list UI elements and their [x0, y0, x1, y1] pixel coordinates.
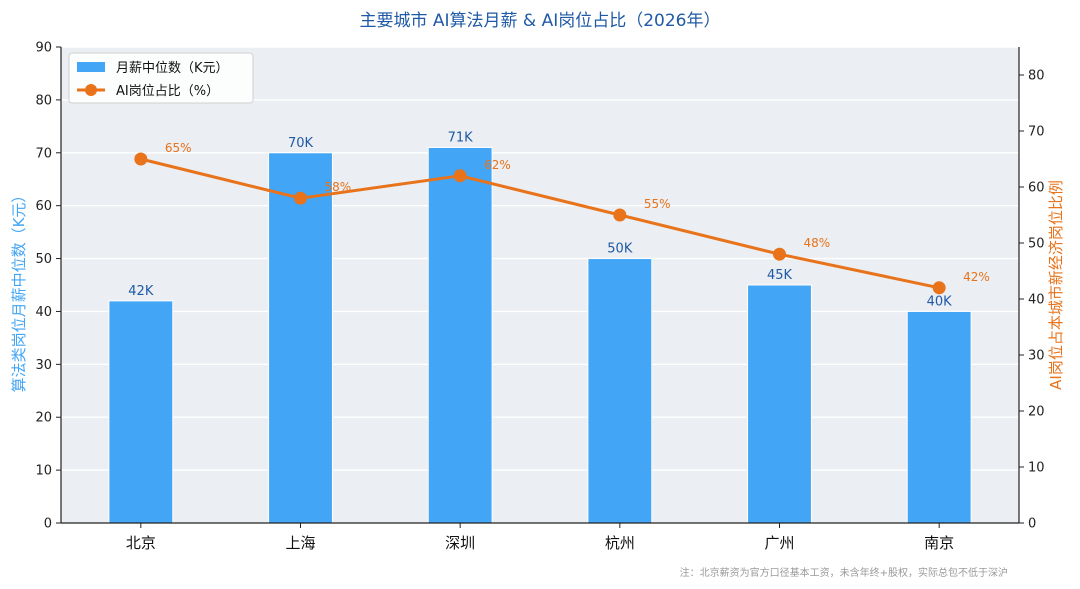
line-data-labels: 65% 58% 62% 55% 48% 42%: [165, 141, 990, 284]
legend-bar-swatch: [77, 62, 105, 72]
left-tick-label: 50: [35, 252, 52, 267]
category-label: 南京: [924, 534, 954, 552]
bar: [268, 152, 333, 524]
category-label: 广州: [764, 534, 794, 552]
y-axis-left-label: 算法类岗位月薪中位数（K元）: [10, 188, 28, 393]
left-tick-label: 20: [35, 411, 52, 426]
legend: 月薪中位数（K元） AI岗位占比（%）: [68, 52, 254, 104]
line-series: [134, 152, 946, 295]
left-tick-label: 40: [35, 305, 52, 320]
bar-value-label: 71K: [448, 130, 474, 145]
line-value-label: 55%: [644, 197, 671, 211]
left-tick-label: 10: [35, 464, 52, 479]
line-value-label: 58%: [325, 180, 352, 194]
legend-line-label: AI岗位占比（%）: [116, 84, 219, 99]
bar: [427, 146, 493, 524]
left-tick-label: 90: [35, 41, 52, 56]
line-value-label: 65%: [165, 141, 192, 155]
gridlines: [61, 46, 1019, 471]
left-tick-label: 60: [35, 199, 52, 214]
line-point: [932, 281, 946, 295]
left-axis-ticks: 0 10 20 30 40 50 60 70 80 90: [35, 41, 61, 532]
category-axis-ticks: 北京 上海 深圳 杭州 广州 南京: [126, 523, 954, 552]
left-tick-label: 80: [35, 93, 52, 108]
line-path: [140, 157, 940, 290]
line-point: [773, 247, 786, 261]
line-value-label: 62%: [484, 158, 511, 172]
left-tick-label: 0: [44, 517, 52, 532]
plot-background: [61, 47, 1019, 523]
bar: [108, 300, 174, 524]
right-tick-label: 40: [1028, 293, 1045, 308]
right-tick-label: 10: [1028, 461, 1045, 476]
legend-box: [68, 52, 254, 104]
y-axis-right-label: AI岗位占本城市新经济岗位比例: [1047, 180, 1065, 390]
bar-value-label: 40K: [927, 294, 953, 309]
bar-value-label: 50K: [607, 242, 633, 257]
line-point: [453, 169, 467, 183]
right-tick-label: 70: [1028, 125, 1045, 140]
legend-line-marker: [85, 84, 97, 96]
right-tick-label: 0: [1028, 517, 1036, 532]
line-point: [294, 191, 307, 205]
bar: [747, 284, 812, 524]
category-label: 北京: [126, 534, 156, 552]
category-label: 上海: [285, 534, 315, 552]
bar-value-label: 42K: [128, 284, 154, 299]
line-value-label: 42%: [963, 270, 990, 284]
bar: [587, 258, 653, 524]
right-tick-label: 20: [1028, 405, 1045, 420]
chart-title: 主要城市 AI算法月薪 & AI岗位占比（2026年）: [359, 11, 720, 31]
footnote: 注：北京薪资为官方口径基本工资，未含年终+股权，实际总包不低于深沪: [680, 566, 1008, 579]
legend-bar-label: 月薪中位数（K元）: [116, 61, 229, 76]
right-tick-label: 80: [1028, 69, 1045, 84]
left-tick-label: 30: [35, 358, 52, 373]
right-tick-label: 60: [1028, 181, 1045, 196]
line-point: [134, 152, 148, 166]
category-label: 杭州: [605, 534, 635, 552]
bar: [906, 310, 972, 524]
right-tick-label: 30: [1028, 349, 1045, 364]
line-point: [613, 208, 627, 222]
left-tick-label: 70: [35, 146, 52, 161]
line-value-label: 48%: [804, 236, 831, 250]
right-tick-label: 50: [1028, 237, 1045, 252]
bar-value-label: 70K: [288, 136, 314, 151]
right-axis-ticks: 0 10 20 30 40 50 60 70 80: [1019, 69, 1045, 532]
bar-data-labels: 42K 70K 71K 50K 45K 40K: [128, 130, 952, 309]
bar-series: [108, 146, 972, 524]
bar-value-label: 45K: [767, 268, 793, 283]
category-label: 深圳: [445, 534, 475, 552]
